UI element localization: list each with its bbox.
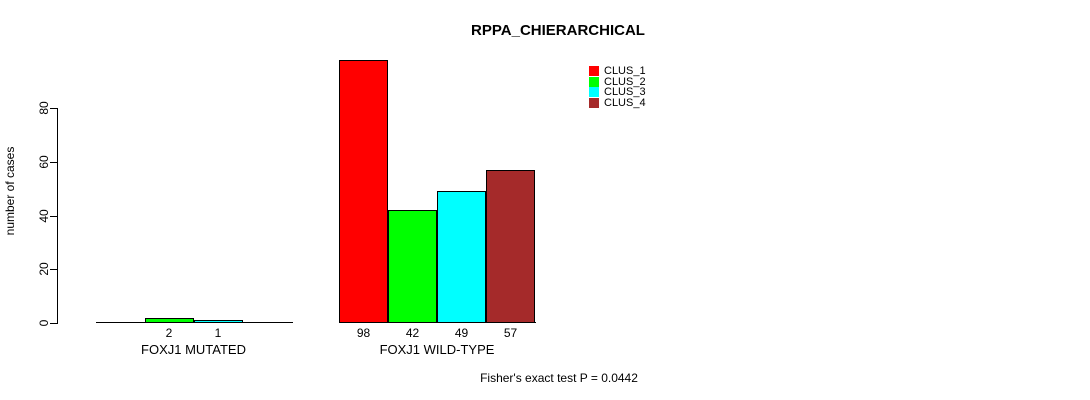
y-tick-label: 20 bbox=[37, 262, 51, 276]
y-tick bbox=[50, 108, 57, 109]
bar-value-label: 49 bbox=[454, 326, 469, 340]
bar-value-label: 42 bbox=[405, 326, 420, 340]
legend-swatch-clus_4 bbox=[589, 98, 599, 109]
bar-clus_3-mutated bbox=[193, 320, 243, 323]
legend-label-clus_2: CLUS_2 bbox=[604, 75, 646, 88]
y-tick-label: 40 bbox=[37, 208, 51, 223]
legend-swatch-clus_1 bbox=[589, 66, 599, 76]
y-tick bbox=[50, 323, 57, 324]
chart-title: RPPA_CHIERARCHICAL bbox=[471, 22, 645, 39]
y-axis-line bbox=[57, 108, 58, 324]
legend-swatch-clus_2 bbox=[589, 76, 599, 87]
y-tick-label: 80 bbox=[37, 101, 51, 115]
bar-value-label: 57 bbox=[503, 326, 518, 340]
legend-label-clus_1: CLUS_1 bbox=[604, 65, 646, 77]
x-group-label: FOXJ1 WILD-TYPE bbox=[379, 342, 495, 357]
annotation-fisher-test: Fisher's exact test P = 0.0442 bbox=[480, 371, 638, 385]
bar-clus_2-wildtype bbox=[388, 210, 437, 323]
y-tick bbox=[50, 161, 57, 163]
y-tick-label: 60 bbox=[37, 155, 51, 169]
bar-clus_2-mutated bbox=[144, 317, 194, 323]
legend-label-clus_4: CLUS_4 bbox=[604, 97, 646, 110]
legend-label-clus_3: CLUS_3 bbox=[604, 86, 646, 99]
x-group-label: FOXJ1 MUTATED bbox=[141, 342, 246, 357]
bar-value-label: 2 bbox=[165, 326, 173, 340]
y-tick-label: 0 bbox=[37, 319, 51, 327]
legend-swatch-clus_3 bbox=[589, 87, 599, 98]
bar-clus_3-wildtype bbox=[437, 191, 486, 323]
y-tick bbox=[50, 269, 57, 271]
y-tick bbox=[50, 215, 57, 217]
bar-clus_4-wildtype bbox=[486, 169, 535, 323]
bar-value-label: 1 bbox=[214, 326, 222, 340]
bar-clus_1-wildtype bbox=[339, 59, 388, 323]
y-axis-label: number of cases bbox=[3, 146, 17, 236]
bar-value-label: 98 bbox=[356, 326, 371, 340]
